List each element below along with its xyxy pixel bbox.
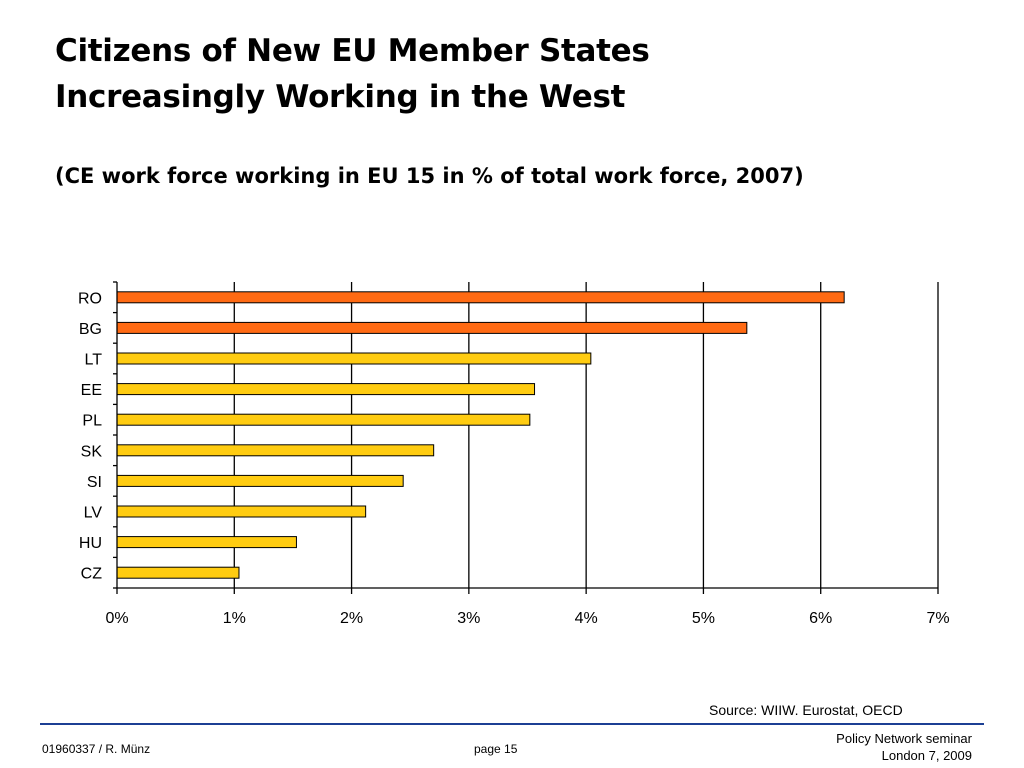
footer-page-number: page 15 <box>474 742 518 756</box>
x-tick-labels: 0% 1% 2% 3% 4% 5% 6% 7% <box>105 610 949 627</box>
footer-event-date: London 7, 2009 <box>881 748 972 763</box>
x-tick-label: 5% <box>692 610 715 627</box>
axes <box>113 281 939 594</box>
x-tick-label: 4% <box>575 610 598 627</box>
footer-rule <box>40 723 984 725</box>
x-tick-label: 2% <box>340 610 363 627</box>
bar-chart: RO BG LT EE PL SK SI LV HU CZ 0% 1% 2% 3% 4% 5% 6% 7% <box>78 281 950 627</box>
title-line-2: Increasingly Working in the West <box>55 79 626 115</box>
bar-lt <box>116 352 592 365</box>
bar-sk <box>116 444 435 457</box>
bars <box>116 291 845 579</box>
bar-ee <box>116 383 536 396</box>
category-label: SK <box>81 443 103 460</box>
bar-si <box>116 474 404 487</box>
category-label: BG <box>79 321 102 338</box>
bar-pl <box>116 413 531 426</box>
footer-event: Policy Network seminar London 7, 2009 <box>836 730 972 764</box>
x-tick-label: 6% <box>809 610 832 627</box>
x-tick-label: 7% <box>926 610 949 627</box>
title-line-1: Citizens of New EU Member States <box>55 33 650 69</box>
bar-hu <box>116 536 297 549</box>
footer-author: 01960337 / R. Münz <box>42 742 151 756</box>
x-tick-label: 1% <box>223 610 246 627</box>
x-tick-label: 3% <box>457 610 480 627</box>
chart-subtitle: (CE work force working in EU 15 in % of … <box>55 164 804 188</box>
slide-title: Citizens of New EU Member States Increas… <box>55 28 995 120</box>
category-label: CZ <box>81 566 103 583</box>
category-label: LT <box>85 352 103 369</box>
category-label: LV <box>84 505 103 522</box>
category-label: EE <box>81 382 102 399</box>
category-label: HU <box>79 535 102 552</box>
category-labels: RO BG LT EE PL SK SI LV HU CZ <box>78 290 102 582</box>
bar-lv <box>116 505 367 518</box>
x-tick-label: 0% <box>105 610 128 627</box>
bar-bg <box>116 321 748 334</box>
bar-ro <box>116 291 845 304</box>
category-label: SI <box>87 474 102 491</box>
bar-cz <box>116 566 240 579</box>
category-label: RO <box>78 290 102 307</box>
source-note: Source: WIIW. Eurostat, OECD <box>709 702 903 718</box>
footer-event-name: Policy Network seminar <box>836 731 972 746</box>
category-label: PL <box>82 413 102 430</box>
